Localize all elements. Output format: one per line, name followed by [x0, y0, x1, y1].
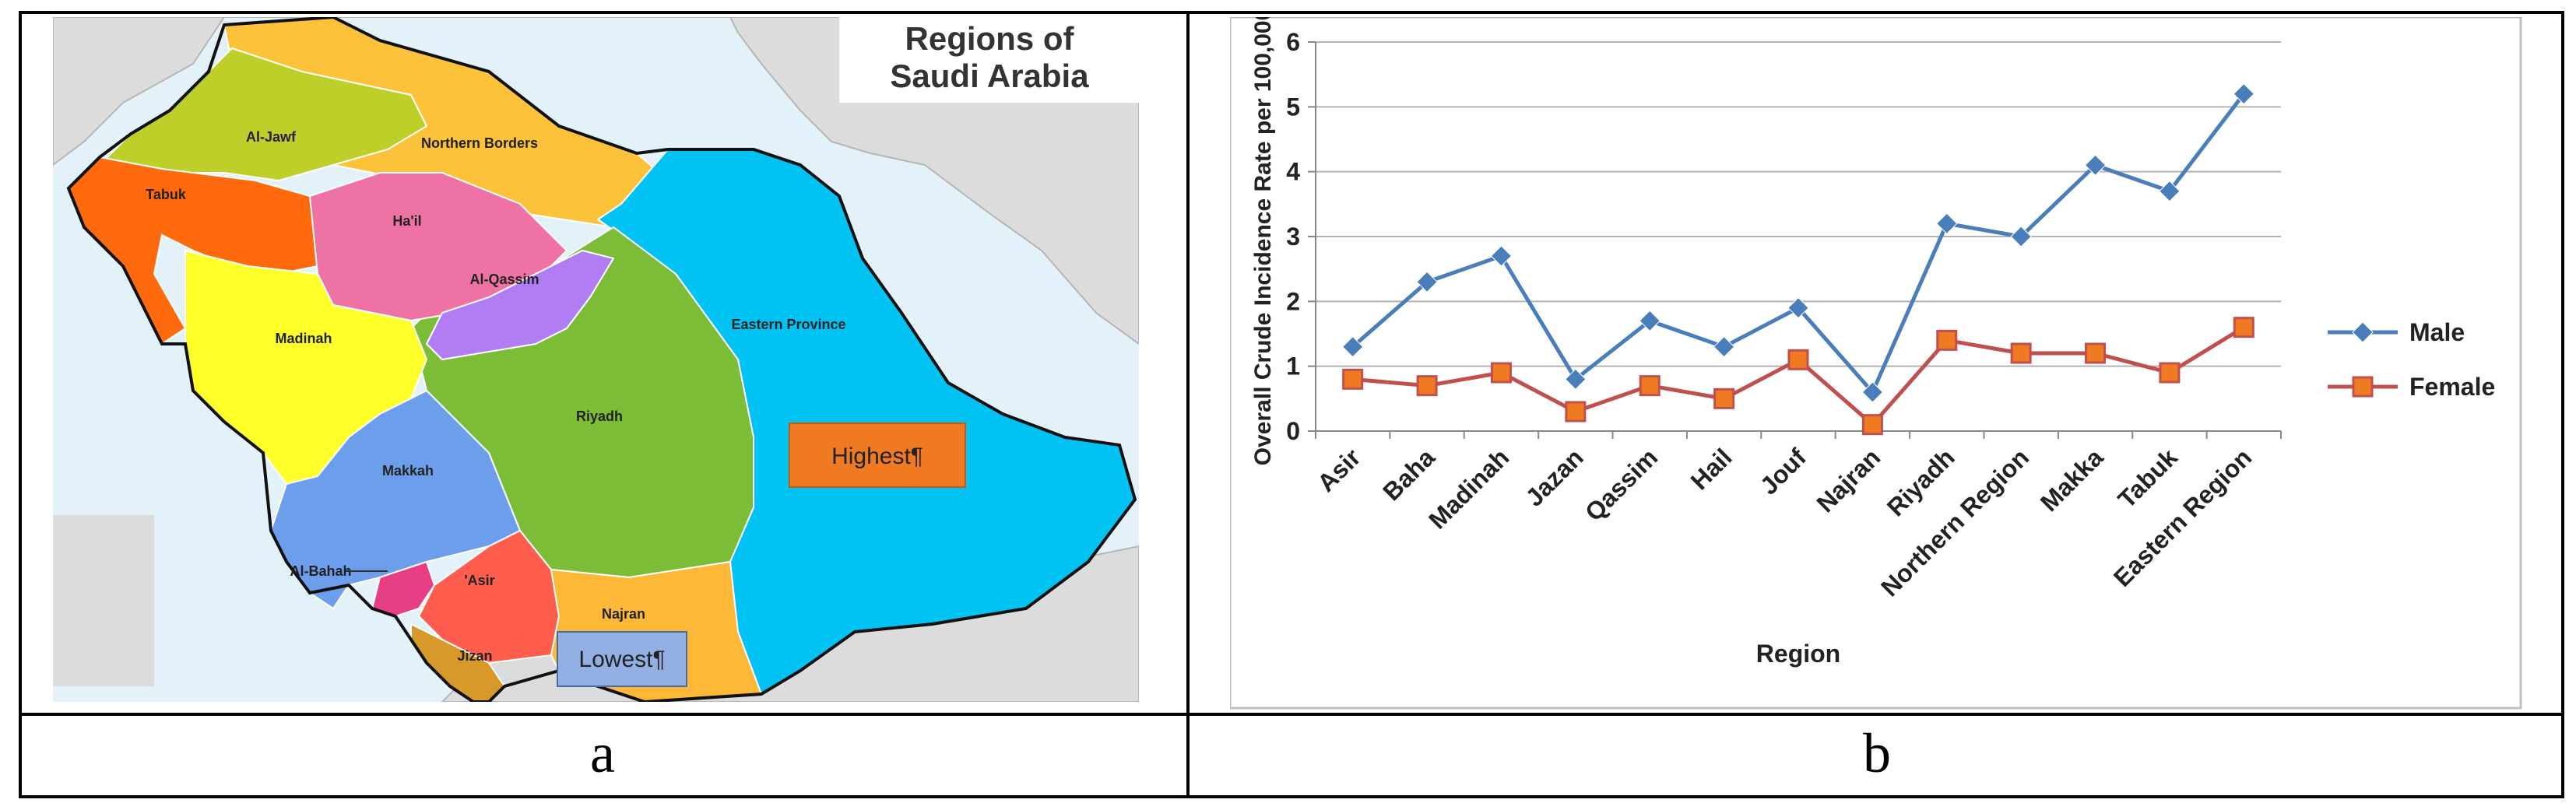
marker-male	[2233, 82, 2255, 105]
marker-female	[1936, 329, 1958, 351]
table-divider-horizontal	[19, 713, 2564, 716]
marker-male	[2159, 180, 2181, 202]
y-tick-label: 3	[1286, 223, 1300, 251]
x-axis-label: Region	[1756, 640, 1840, 668]
marker-female	[1416, 375, 1438, 397]
legend-label-male: Male	[2409, 318, 2465, 346]
chart-legend: Male Female	[2328, 318, 2495, 401]
map-title-line1: Regions of	[905, 20, 1075, 57]
region-label-jizan: Jizan	[457, 648, 492, 664]
marker-male	[1416, 271, 1438, 293]
map-outline	[66, 17, 1137, 702]
marker-male	[1565, 368, 1587, 391]
map-title-background	[839, 17, 1139, 103]
panel-a-caption: a	[590, 722, 615, 784]
marker-female	[1490, 362, 1512, 384]
marker-male	[1490, 245, 1513, 267]
highest-box	[789, 423, 966, 488]
region-label-al-bahah: Al-Bahah	[290, 563, 351, 579]
region-label-makkah: Makkah	[382, 463, 434, 479]
marker-male	[1861, 381, 1884, 403]
marker-female	[2085, 342, 2107, 364]
region-label-hail: Ha'il	[392, 213, 421, 229]
saudi-regions-map: Regions of Saudi Arabia Al-Jawf Northern…	[53, 17, 1139, 702]
marker-female	[2352, 376, 2374, 398]
marker-male	[2352, 321, 2374, 343]
map-inset-gray	[53, 515, 154, 686]
marker-male	[1787, 296, 1809, 319]
marker-female	[1861, 414, 1883, 436]
figure-table	[19, 11, 2564, 798]
panel-b-caption: b	[1863, 722, 1891, 784]
marker-female	[1565, 401, 1587, 423]
marker-male	[1713, 335, 1735, 358]
marker-female	[1787, 349, 1809, 370]
region-label-northern-borders: Northern Borders	[421, 135, 538, 151]
y-tick-labels: 0 1 2 3 4 5 6	[1286, 28, 1300, 445]
region-label-najran: Najran	[602, 606, 645, 622]
marker-female	[2010, 342, 2032, 364]
marker-male	[1341, 335, 1364, 358]
table-divider-vertical	[1186, 11, 1190, 798]
marker-male	[2084, 154, 2107, 177]
region-label-al-qassim: Al-Qassim	[469, 272, 539, 287]
highest-label: Highest¶	[831, 444, 923, 469]
marker-male	[2010, 226, 2032, 247]
chart-frame	[1230, 17, 2522, 710]
legend-label-female: Female	[2409, 373, 2495, 401]
marker-female	[1713, 387, 1735, 409]
y-axis-label: Overall Crude Incidence Rate per 100,000	[1250, 17, 1276, 465]
y-tick-label: 5	[1286, 93, 1300, 121]
y-tick-label: 2	[1286, 287, 1300, 315]
map-surrounding-land-west	[53, 17, 226, 167]
marker-female	[1342, 368, 1364, 390]
region-label-tabuk: Tabuk	[146, 187, 187, 202]
region-label-eastern-province: Eastern Province	[731, 317, 845, 332]
marker-female	[2159, 362, 2181, 384]
y-tick-label: 6	[1286, 28, 1300, 56]
marker-female	[1639, 375, 1661, 397]
region-label-al-jawf: Al-Jawf	[246, 129, 297, 145]
y-tick-label: 0	[1286, 417, 1300, 445]
marker-male	[1639, 310, 1661, 332]
map-title-line2: Saudi Arabia	[890, 58, 1089, 94]
lowest-box	[557, 631, 687, 687]
marker-female	[2233, 317, 2254, 338]
region-label-madinah: Madinah	[275, 331, 332, 346]
region-label-riyadh: Riyadh	[576, 409, 623, 424]
marker-male	[1936, 212, 1958, 235]
region-label-asir: 'Asir	[464, 573, 494, 588]
lowest-label: Lowest¶	[578, 647, 665, 672]
region-al-qassim	[425, 249, 615, 361]
y-tick-label: 1	[1286, 352, 1300, 380]
y-tick-label: 4	[1286, 158, 1300, 186]
chart-series	[1341, 82, 2255, 436]
